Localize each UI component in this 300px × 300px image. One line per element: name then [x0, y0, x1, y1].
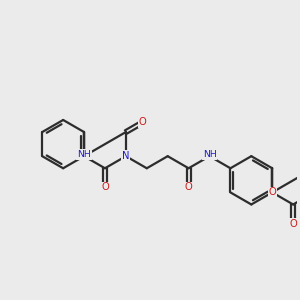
Text: O: O: [289, 219, 297, 229]
Text: NH: NH: [202, 150, 216, 159]
Text: N: N: [122, 151, 130, 161]
Text: O: O: [185, 182, 193, 192]
Text: O: O: [268, 188, 276, 197]
Text: O: O: [101, 182, 109, 192]
Text: O: O: [139, 118, 146, 128]
Text: NH: NH: [77, 150, 91, 159]
